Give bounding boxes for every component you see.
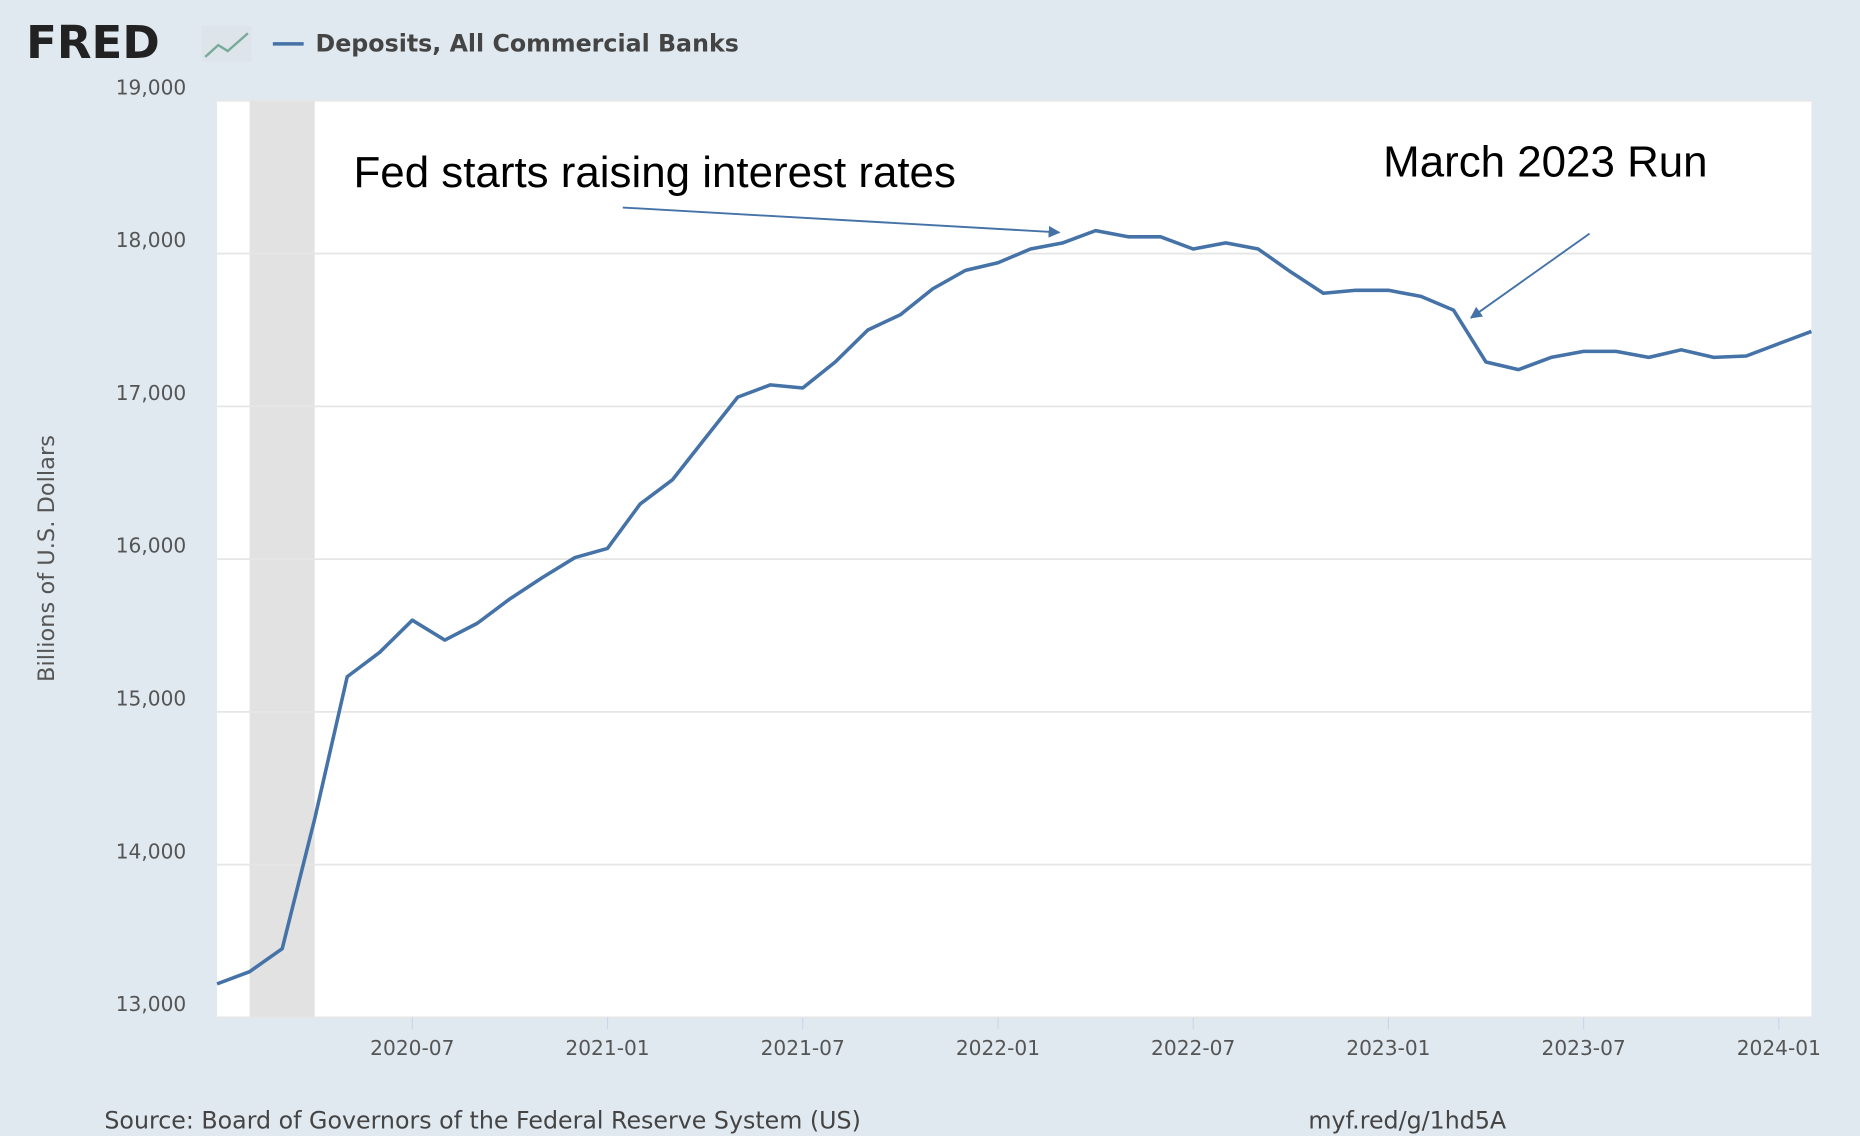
y-tick-label: 19,000 xyxy=(116,75,187,99)
x-tick-label: 2022-01 xyxy=(956,1036,1040,1060)
annotation-arrow xyxy=(622,206,1061,238)
series-line xyxy=(216,228,1812,986)
annotation: March 2023 Run xyxy=(1383,137,1707,186)
source: Source: Board of Governors of the Federa… xyxy=(104,1106,860,1134)
x-tick-label: 2023-07 xyxy=(1541,1036,1625,1060)
y-tick-label: 14,000 xyxy=(116,839,187,863)
y-tick-label: 15,000 xyxy=(116,687,187,711)
x-tick-label: 2024-01 xyxy=(1737,1036,1821,1060)
logo-icon-line xyxy=(204,32,249,58)
x-tick-label: 2021-07 xyxy=(761,1036,845,1060)
y-tick-label: 16,000 xyxy=(116,534,187,558)
logo: FRED xyxy=(26,16,160,69)
x-tick-label: 2022-07 xyxy=(1151,1036,1235,1060)
y-tick-label: 13,000 xyxy=(116,992,187,1016)
y-axis-label: Billions of U.S. Dollars xyxy=(34,435,60,682)
logo-icon xyxy=(201,26,252,62)
y-tick-label: 17,000 xyxy=(116,381,187,405)
y-tick-label: 18,000 xyxy=(116,228,187,252)
url: myf.red/g/1hd5A xyxy=(1308,1106,1507,1134)
annotation: Fed starts raising interest rates xyxy=(353,148,955,197)
x-tick-label: 2020-07 xyxy=(370,1036,454,1060)
annotation-arrow xyxy=(1469,232,1591,319)
x-tick-label: 2021-01 xyxy=(565,1036,649,1060)
x-tick-label: 2023-01 xyxy=(1346,1036,1430,1060)
legend-label: Deposits, All Commercial Banks xyxy=(316,30,739,58)
